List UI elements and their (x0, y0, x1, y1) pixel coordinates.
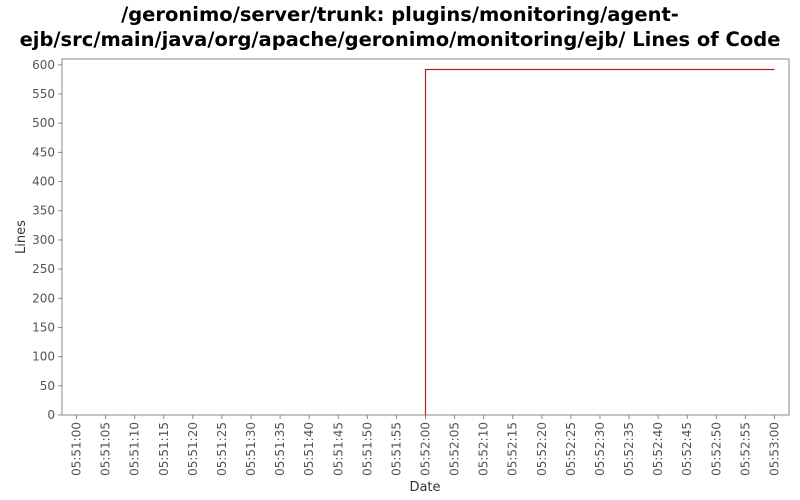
x-tick-label: 05:52:25 (564, 422, 578, 476)
x-tick-label: 05:52:35 (622, 422, 636, 476)
y-axis: 0 50 100 150 200 250 300 350 400 450 500 550 600 (32, 58, 62, 422)
x-tick-label: 05:52:00 (419, 422, 433, 476)
x-axis: 05:51:00 05:51:05 05:51:10 05:51:15 05:51:20… (70, 415, 781, 476)
y-tick-label: 100 (32, 350, 55, 364)
y-tick-label: 600 (32, 58, 55, 72)
x-tick-label: 05:52:40 (651, 422, 665, 476)
chart-title-line-2: ejb/src/main/java/org/apache/geronimo/mo… (19, 28, 781, 51)
x-tick-label: 05:52:15 (506, 422, 520, 476)
x-tick-label: 05:51:25 (215, 422, 229, 476)
x-tick-label: 05:51:05 (99, 422, 113, 476)
x-tick-label: 05:51:15 (157, 422, 171, 476)
x-tick-label: 05:52:45 (680, 422, 694, 476)
y-tick-label: 500 (32, 116, 55, 130)
series-layer (424, 68, 775, 415)
x-axis-label: Date (409, 480, 440, 495)
y-tick-label: 300 (32, 233, 55, 247)
y-axis-label: Lines (14, 220, 29, 254)
y-tick-label: 550 (32, 87, 55, 101)
x-tick-label: 05:51:30 (244, 422, 258, 476)
y-tick-label: 50 (40, 379, 55, 393)
x-tick-label: 05:51:35 (273, 422, 287, 476)
x-tick-label: 05:52:30 (593, 422, 607, 476)
y-tick-label: 150 (32, 320, 55, 334)
chart-title-line-1: /geronimo/server/trunk: plugins/monitori… (121, 3, 679, 26)
x-tick-label: 05:52:05 (448, 422, 462, 476)
x-tick-label: 05:51:50 (360, 422, 374, 476)
x-tick-label: 05:52:55 (738, 422, 752, 476)
x-tick-label: 05:52:50 (709, 422, 723, 476)
y-tick-label: 450 (32, 145, 55, 159)
series-line (424, 68, 775, 415)
y-tick-label: 0 (47, 408, 55, 422)
y-tick-label: 250 (32, 262, 55, 276)
x-tick-label: 05:53:00 (767, 422, 781, 476)
y-tick-label: 400 (32, 175, 55, 189)
x-tick-label: 05:52:20 (535, 422, 549, 476)
x-tick-label: 05:51:00 (70, 422, 84, 476)
x-tick-label: 05:51:55 (389, 422, 403, 476)
x-tick-label: 05:52:10 (477, 422, 491, 476)
x-tick-label: 05:51:10 (128, 422, 142, 476)
y-tick-label: 200 (32, 291, 55, 305)
y-tick-label: 350 (32, 204, 55, 218)
x-tick-label: 05:51:40 (302, 422, 316, 476)
x-tick-label: 05:51:20 (186, 422, 200, 476)
chart-title: /geronimo/server/trunk: plugins/monitori… (0, 2, 800, 52)
x-tick-label: 05:51:45 (331, 422, 345, 476)
